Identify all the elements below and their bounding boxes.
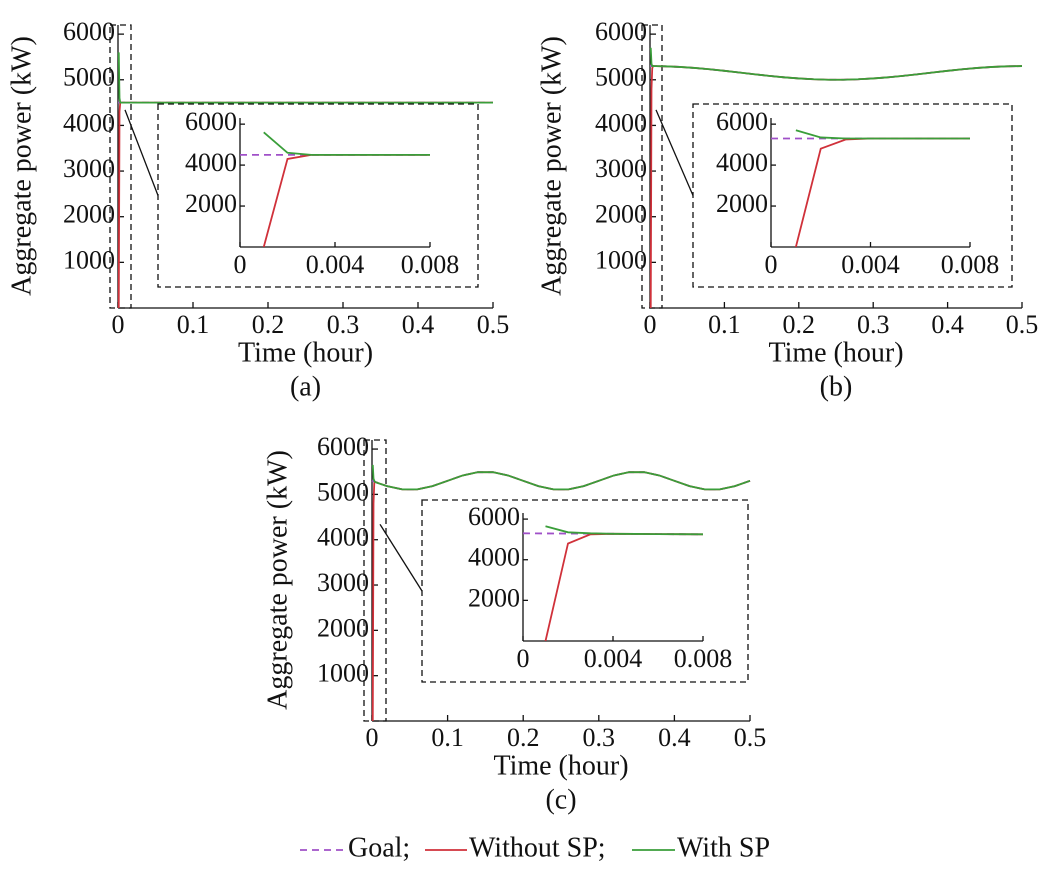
x-tick-label: 0.4 (931, 310, 964, 339)
y-tick-label: 4000 (595, 108, 647, 137)
x-tick-label: 0.2 (252, 310, 285, 339)
legend-label: Goal; (348, 832, 410, 863)
inset-y-tick-label: 4000 (468, 543, 520, 572)
y-tick-label: 1000 (595, 245, 647, 274)
inset-x-tick-label: 0.004 (841, 250, 900, 279)
y-tick-label: 4000 (63, 108, 115, 137)
inset-y-tick-label: 6000 (185, 107, 237, 136)
x-tick-label: 0.5 (477, 310, 510, 339)
y-tick-label: 1000 (317, 659, 369, 688)
x-tick-label: 0.3 (583, 723, 616, 752)
inset-y-tick-label: 2000 (468, 583, 520, 612)
series-line (795, 129, 970, 140)
y-tick-label: 5000 (317, 477, 369, 506)
y-tick-label: 2000 (317, 613, 369, 642)
inset-x-tick-label: 0.004 (584, 644, 643, 673)
inset-x-tick-label: 0.008 (941, 250, 1000, 279)
inset-y-tick-label: 6000 (716, 107, 768, 136)
subplot-label: (a) (290, 371, 321, 402)
series-line (371, 464, 751, 491)
y-tick-label: 5000 (595, 63, 647, 92)
y-tick-label: 3000 (63, 154, 115, 183)
x-tick-label: 0.3 (857, 310, 890, 339)
inset-y-tick-label: 4000 (185, 148, 237, 177)
subplot-label: (b) (820, 371, 853, 402)
inset-x-tick-label: 0 (517, 644, 530, 673)
inset-x-tick-label: 0.008 (674, 644, 733, 673)
inset-x-tick-label: 0 (765, 250, 778, 279)
y-tick-label: 2000 (595, 200, 647, 229)
subplot-label: (c) (545, 784, 576, 815)
y-tick-label: 4000 (317, 523, 369, 552)
zoom-connector (655, 109, 694, 196)
x-axis-label: Time (hour) (768, 337, 903, 368)
y-tick-label: 2000 (63, 200, 115, 229)
x-tick-label: 0.5 (1006, 310, 1039, 339)
x-tick-label: 0.5 (734, 723, 767, 752)
x-tick-label: 0.2 (507, 723, 540, 752)
zoom-connector (379, 523, 423, 592)
x-tick-label: 0.3 (327, 310, 360, 339)
y-tick-label: 3000 (317, 568, 369, 597)
inset-y-tick-label: 6000 (468, 502, 520, 531)
series-line (117, 52, 493, 104)
x-tick-label: 0.4 (658, 723, 691, 752)
x-tick-label: 0 (644, 310, 657, 339)
series-line (263, 131, 430, 156)
inset-x-tick-label: 0.008 (401, 250, 460, 279)
y-tick-label: 5000 (63, 63, 115, 92)
x-axis-label: Time (hour) (493, 750, 628, 781)
inset-box (421, 499, 749, 683)
series-line (545, 525, 703, 536)
y-tick-label: 1000 (63, 245, 115, 274)
x-tick-label: 0.2 (783, 310, 816, 339)
y-tick-label: 6000 (63, 17, 115, 46)
y-axis-label: Aggregate power (kW) (536, 36, 567, 296)
y-tick-label: 3000 (595, 154, 647, 183)
y-tick-label: 6000 (595, 17, 647, 46)
y-axis-label: Aggregate power (kW) (6, 36, 37, 296)
x-tick-label: 0 (366, 723, 379, 752)
x-tick-label: 0.4 (402, 310, 435, 339)
y-axis-label: Aggregate power (kW) (262, 450, 293, 710)
inset-x-tick-label: 0.004 (306, 250, 365, 279)
x-tick-label: 0.1 (431, 723, 464, 752)
zoom-connector (124, 109, 159, 196)
inset-y-tick-label: 2000 (716, 189, 768, 218)
inset-box (157, 103, 479, 288)
y-tick-label: 6000 (317, 432, 369, 461)
inset-y-tick-label: 4000 (716, 148, 768, 177)
legend-label: With SP (677, 832, 770, 863)
inset-box (692, 103, 1013, 288)
x-tick-label: 0 (112, 310, 125, 339)
x-axis-label: Time (hour) (238, 337, 373, 368)
inset-y-tick-label: 2000 (185, 189, 237, 218)
series-line (649, 47, 1023, 81)
x-tick-label: 0.1 (177, 310, 210, 339)
legend-label: Without SP; (469, 832, 606, 863)
inset-x-tick-label: 0 (234, 250, 247, 279)
x-tick-label: 0.1 (708, 310, 741, 339)
